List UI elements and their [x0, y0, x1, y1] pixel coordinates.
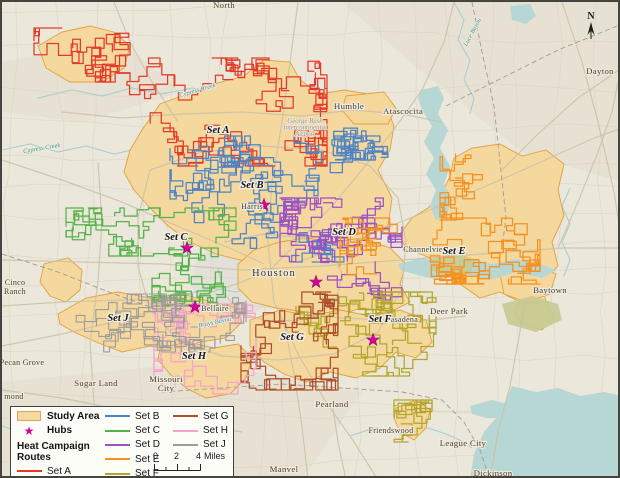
route-set-g	[240, 291, 339, 391]
legend-study-area-label: Study Area	[47, 410, 100, 422]
hub-star	[256, 197, 272, 211]
place-label-missouri-city: City	[158, 383, 175, 393]
legend-label-set-h: Set H	[203, 425, 229, 437]
scale-bar: 0 2 4 Miles	[153, 451, 233, 471]
place-label-league-city: League City	[440, 438, 487, 448]
set-label-h: Set H	[182, 351, 207, 362]
legend-column-2: Set B Set C Set D Set E Set F	[105, 410, 171, 478]
place-label-deer-park: Deer Park	[430, 306, 468, 316]
legend-entry-set-a: Set A	[17, 465, 103, 477]
legend-label-set-e: Set E	[135, 453, 160, 465]
set-label-j: Set J	[107, 313, 129, 324]
route-set-a	[33, 27, 328, 167]
place-label-sugar-land: Sugar Land	[74, 378, 118, 388]
route-set-b	[169, 127, 389, 263]
place-label-pearland: Pearland	[315, 399, 348, 409]
place-label-missouri-city: Missouri	[149, 374, 183, 384]
airport-label-line-0: George Bush	[287, 118, 323, 125]
route-set-e	[339, 153, 541, 285]
place-label-houston: Houston	[252, 268, 296, 279]
hub-star	[308, 274, 324, 288]
place-label-manvel: Manvel	[270, 464, 299, 474]
legend-line-swatch-b	[105, 415, 130, 418]
legend-line-swatch-g	[173, 415, 198, 418]
north-arrow: N	[587, 11, 595, 39]
place-label-mond: mond	[4, 392, 23, 401]
place-label-humble: Humble	[334, 101, 364, 111]
place-label-pecan-grove: Pecan Grove	[2, 358, 44, 367]
legend-label-set-j: Set J	[203, 439, 226, 451]
legend-entry-hubs: ★ Hubs	[17, 424, 103, 437]
study-area-swatch	[17, 411, 41, 422]
north-arrow-icon	[587, 22, 595, 35]
hub-star	[179, 240, 195, 254]
set-label-b: Set B	[240, 180, 263, 191]
set-label-a: Set A	[207, 125, 230, 136]
set-label-g: Set G	[280, 332, 304, 343]
water-layer	[398, 4, 618, 476]
legend-column-1: Study Area ★ Hubs Heat Campaign Routes S…	[17, 410, 103, 477]
place-label-harris: Harris	[241, 202, 263, 211]
legend-line-swatch-j	[173, 443, 198, 446]
legend-column-1-entries: Set A	[17, 465, 103, 477]
legend-entry-study-area: Study Area	[17, 410, 103, 423]
legend-line-swatch-f	[105, 472, 130, 475]
legend-line-swatch-a	[17, 470, 42, 473]
set-label-d: Set D	[332, 227, 356, 238]
place-label-channelview: Channelview	[403, 245, 449, 254]
legend-line-swatch-h	[173, 429, 198, 432]
scale-tick-label-2: 2	[174, 451, 180, 461]
scale-tick-label-4: 4	[196, 451, 202, 461]
hub-star	[365, 332, 381, 346]
scale-bar-ticks	[154, 464, 201, 471]
legend-label-set-c: Set C	[135, 425, 161, 437]
airport-label-line-1: Intercontinental	[282, 125, 327, 132]
place-label-atascocita: Atascocita	[383, 106, 423, 116]
place-label-pasadena: Pasadena	[386, 315, 418, 324]
hub-star	[187, 299, 203, 313]
legend-entry-set-c: Set C	[105, 424, 171, 437]
scale-tick-label-0: 0	[153, 451, 159, 461]
legend-entry-set-d: Set D	[105, 439, 171, 452]
airport-label-line-2: Airport	[294, 131, 316, 138]
legend-hubs-label: Hubs	[47, 425, 72, 437]
legend-label-set-g: Set G	[203, 410, 229, 422]
route-set-j	[75, 293, 247, 353]
legend-label-set-d: Set D	[135, 439, 161, 451]
legend-line-swatch-e	[105, 458, 130, 461]
place-label-cinco-ranch: Ranch	[4, 287, 26, 296]
place-label-baytown: Baytown	[533, 285, 567, 295]
legend-label-set-f: Set F	[135, 468, 159, 478]
hubs-layer	[179, 197, 381, 346]
legend-entry-set-e: Set E	[105, 453, 171, 466]
place-label-dayton: Dayton	[586, 66, 614, 76]
legend: Study Area ★ Hubs Heat Campaign Routes S…	[10, 406, 234, 478]
legend-column-3: Set G Set H Set J	[173, 410, 233, 451]
place-label-dickinson: Dickinson	[474, 468, 513, 478]
north-arrow-letter: N	[587, 11, 595, 22]
place-label-friendswood: Friendswood	[368, 426, 413, 435]
legend-entry-set-h: Set H	[173, 424, 233, 437]
legend-entry-set-f: Set F	[105, 467, 171, 478]
legend-line-swatch-c	[105, 429, 130, 432]
set-label-e: Set E	[442, 246, 465, 257]
legend-label-set-a: Set A	[47, 465, 71, 477]
set-label-c: Set C	[164, 232, 188, 243]
place-label-cinco-ranch: Cinco	[5, 278, 26, 287]
hub-star-icon: ★	[23, 423, 35, 438]
legend-entry-set-b: Set B	[105, 410, 171, 423]
place-label-bellaire: Bellaire	[201, 304, 229, 313]
scale-numbers: 0 2 4 Miles	[153, 451, 233, 461]
legend-entry-set-g: Set G	[173, 410, 233, 423]
legend-line-swatch-d	[105, 443, 130, 446]
legend-routes-heading: Heat Campaign Routes	[17, 440, 90, 463]
set-label-f: Set F	[368, 314, 391, 325]
legend-entry-set-j: Set J	[173, 439, 233, 452]
place-label-north: North	[213, 2, 235, 10]
legend-label-set-b: Set B	[135, 410, 160, 422]
scale-unit-label: Miles	[204, 451, 226, 461]
